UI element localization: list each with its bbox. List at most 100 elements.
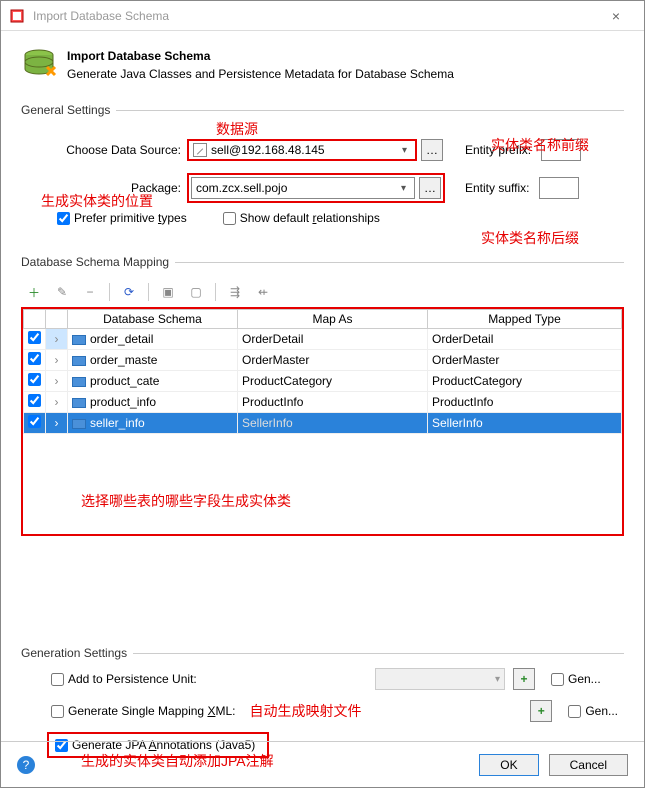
dialog-footer: ? OK Cancel xyxy=(1,741,644,787)
data-source-value: sell@192.168.48.145 xyxy=(211,143,325,157)
single-mapping-checkbox[interactable]: Generate Single Mapping XML: xyxy=(51,704,235,718)
cancel-button[interactable]: Cancel xyxy=(549,754,628,776)
mapping-section-label: Database Schema Mapping xyxy=(21,255,169,269)
row-checkbox[interactable] xyxy=(28,352,41,365)
general-section-title: General Settings xyxy=(21,103,624,117)
dialog-header: Import Database Schema Generate Java Cla… xyxy=(21,47,624,83)
mappedtype-cell: ProductInfo xyxy=(428,392,622,413)
collapse-icon[interactable]: ▢ xyxy=(187,283,205,301)
add-icon[interactable]: ＋ xyxy=(25,283,43,301)
row-checkbox[interactable] xyxy=(28,415,41,428)
schema-cell: product_cate xyxy=(68,371,238,392)
row-checkbox[interactable] xyxy=(28,394,41,407)
app-icon xyxy=(9,8,25,24)
prefer-primitive-input[interactable] xyxy=(57,212,70,225)
col-schema: Database Schema xyxy=(68,310,238,329)
table-row[interactable]: ›product_cateProductCategoryProductCateg… xyxy=(24,371,622,392)
row-checkbox[interactable] xyxy=(28,373,41,386)
add-persistence-input[interactable] xyxy=(51,673,64,686)
schema-cell: product_info xyxy=(68,392,238,413)
add-persistence-label: Add to Persistence Unit: xyxy=(68,672,197,686)
mappedtype-cell: OrderMaster xyxy=(428,350,622,371)
expand-icon[interactable]: › xyxy=(46,329,68,350)
table-row[interactable]: ›order_detailOrderDetailOrderDetail xyxy=(24,329,622,350)
gen-colattr-input-2[interactable] xyxy=(568,705,581,718)
generation-section-title: Generation Settings xyxy=(21,646,624,660)
help-icon[interactable]: ? xyxy=(17,756,35,774)
mapas-cell: OrderDetail xyxy=(238,329,428,350)
expand-icon[interactable]: › xyxy=(46,350,68,371)
col-mapas: Map As xyxy=(238,310,428,329)
refresh-icon[interactable]: ⟳ xyxy=(120,283,138,301)
add-mapping-button[interactable]: + xyxy=(530,700,552,722)
package-combo[interactable]: com.zcx.sell.pojo ▾ xyxy=(191,177,415,199)
col-mappedtype: Mapped Type xyxy=(428,310,622,329)
schema-table: Database Schema Map As Mapped Type ›orde… xyxy=(23,309,622,434)
gen-colattr-checkbox-2[interactable]: Gen... xyxy=(568,704,618,718)
general-section-label: General Settings xyxy=(21,103,110,117)
table-icon xyxy=(72,356,86,366)
window-title: Import Database Schema xyxy=(33,9,596,23)
annotation-datasource: 数据源 xyxy=(216,119,258,139)
mappedtype-cell: OrderDetail xyxy=(428,329,622,350)
mapping-toolbar: ＋ ✎ − ⟳ ▣ ▢ ⇶ ⇷ xyxy=(21,277,624,307)
table-row[interactable]: ›order_masteOrderMasterOrderMaster xyxy=(24,350,622,371)
data-source-label: Choose Data Source: xyxy=(21,143,181,157)
prefer-primitive-checkbox[interactable]: Prefer primitive types xyxy=(57,211,187,225)
mapas-cell: SellerInfo xyxy=(238,413,428,434)
mapas-cell: ProductInfo xyxy=(238,392,428,413)
mapas-cell: OrderMaster xyxy=(238,350,428,371)
annotation-choose-fields: 选择哪些表的哪些字段生成实体类 xyxy=(81,491,291,511)
schema-cell: order_maste xyxy=(68,350,238,371)
single-mapping-input[interactable] xyxy=(51,705,64,718)
ok-button[interactable]: OK xyxy=(479,754,538,776)
mappedtype-cell: SellerInfo xyxy=(428,413,622,434)
gen-short-1: Gen... xyxy=(568,672,601,686)
table-icon xyxy=(72,419,86,429)
add-persistence-button[interactable]: + xyxy=(513,668,535,690)
table-icon xyxy=(72,398,86,408)
chevron-down-icon: ▾ xyxy=(397,183,410,194)
mapping-section-title: Database Schema Mapping xyxy=(21,255,624,269)
datasource-icon xyxy=(193,143,207,157)
annotation-entity-suffix: 实体类名称后缀 xyxy=(481,228,579,248)
close-icon[interactable]: × xyxy=(596,8,636,24)
schema-cell: seller_info xyxy=(68,413,238,434)
database-icon xyxy=(21,47,57,83)
data-source-browse-button[interactable]: … xyxy=(421,139,443,161)
persistence-unit-combo: ▾ xyxy=(375,668,505,690)
show-default-rel-input[interactable] xyxy=(223,212,236,225)
table-row[interactable]: ›seller_infoSellerInfoSellerInfo xyxy=(24,413,622,434)
generation-section-label: Generation Settings xyxy=(21,646,127,660)
expand-icon[interactable]: › xyxy=(46,371,68,392)
header-title: Import Database Schema xyxy=(67,49,454,63)
annotation-auto-mapping: 自动生成映射文件 xyxy=(249,701,361,721)
package-browse-button[interactable]: … xyxy=(419,177,441,199)
schema-cell: order_detail xyxy=(68,329,238,350)
remove-icon: − xyxy=(81,283,99,301)
gen-colattr-input-1[interactable] xyxy=(551,673,564,686)
gen-colattr-checkbox-1[interactable]: Gen... xyxy=(551,672,601,686)
gen-short-2: Gen... xyxy=(585,704,618,718)
header-subtitle: Generate Java Classes and Persistence Me… xyxy=(67,67,454,81)
expand-icon[interactable]: › xyxy=(46,413,68,434)
annotation-entity-location: 生成实体类的位置 xyxy=(41,191,153,211)
deselect-all-icon[interactable]: ⇷ xyxy=(254,283,272,301)
expand-icon[interactable]: › xyxy=(46,392,68,413)
package-value: com.zcx.sell.pojo xyxy=(196,181,287,195)
table-icon xyxy=(72,377,86,387)
add-persistence-checkbox[interactable]: Add to Persistence Unit: xyxy=(51,672,361,686)
mappedtype-cell: ProductCategory xyxy=(428,371,622,392)
titlebar: Import Database Schema × xyxy=(1,1,644,31)
entity-suffix-input[interactable] xyxy=(539,177,579,199)
select-all-icon[interactable]: ⇶ xyxy=(226,283,244,301)
row-checkbox[interactable] xyxy=(28,331,41,344)
annotation-entity-prefix: 实体类名称前缀 xyxy=(491,135,589,155)
table-icon xyxy=(72,335,86,345)
single-mapping-label: Generate Single Mapping XML: xyxy=(68,704,235,718)
data-source-combo[interactable]: sell@192.168.48.145 ▾ xyxy=(187,139,417,161)
expand-icon[interactable]: ▣ xyxy=(159,283,177,301)
table-row[interactable]: ›product_infoProductInfoProductInfo xyxy=(24,392,622,413)
mapas-cell: ProductCategory xyxy=(238,371,428,392)
show-default-rel-checkbox[interactable]: Show default relationships xyxy=(223,211,380,225)
